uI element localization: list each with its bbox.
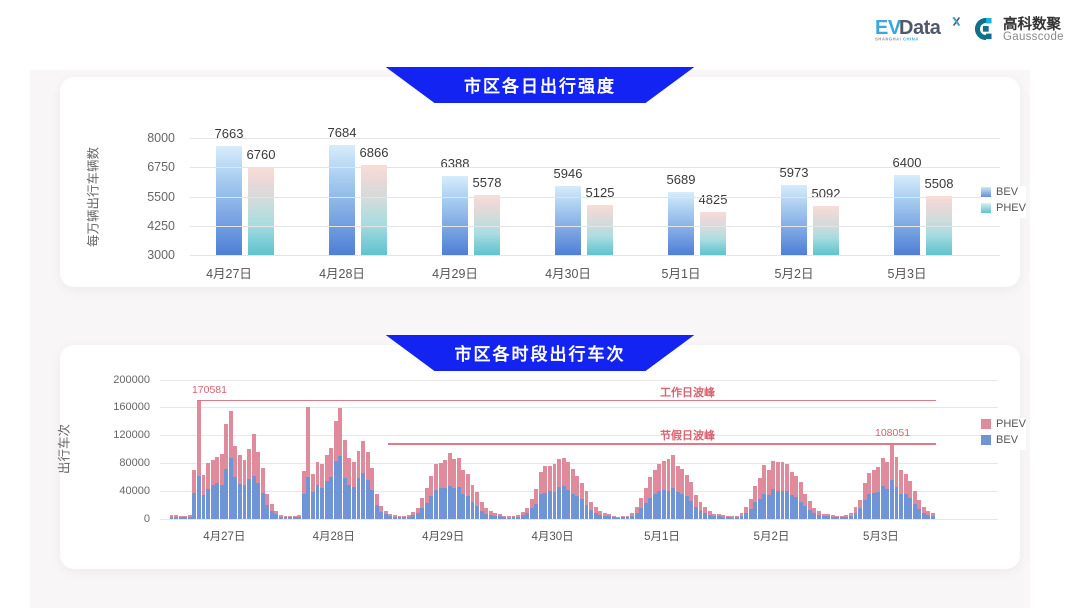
svg-text:SHANGHAI CHINA: SHANGHAI CHINA — [875, 37, 919, 42]
svg-text:Gausscode: Gausscode — [1003, 31, 1064, 43]
